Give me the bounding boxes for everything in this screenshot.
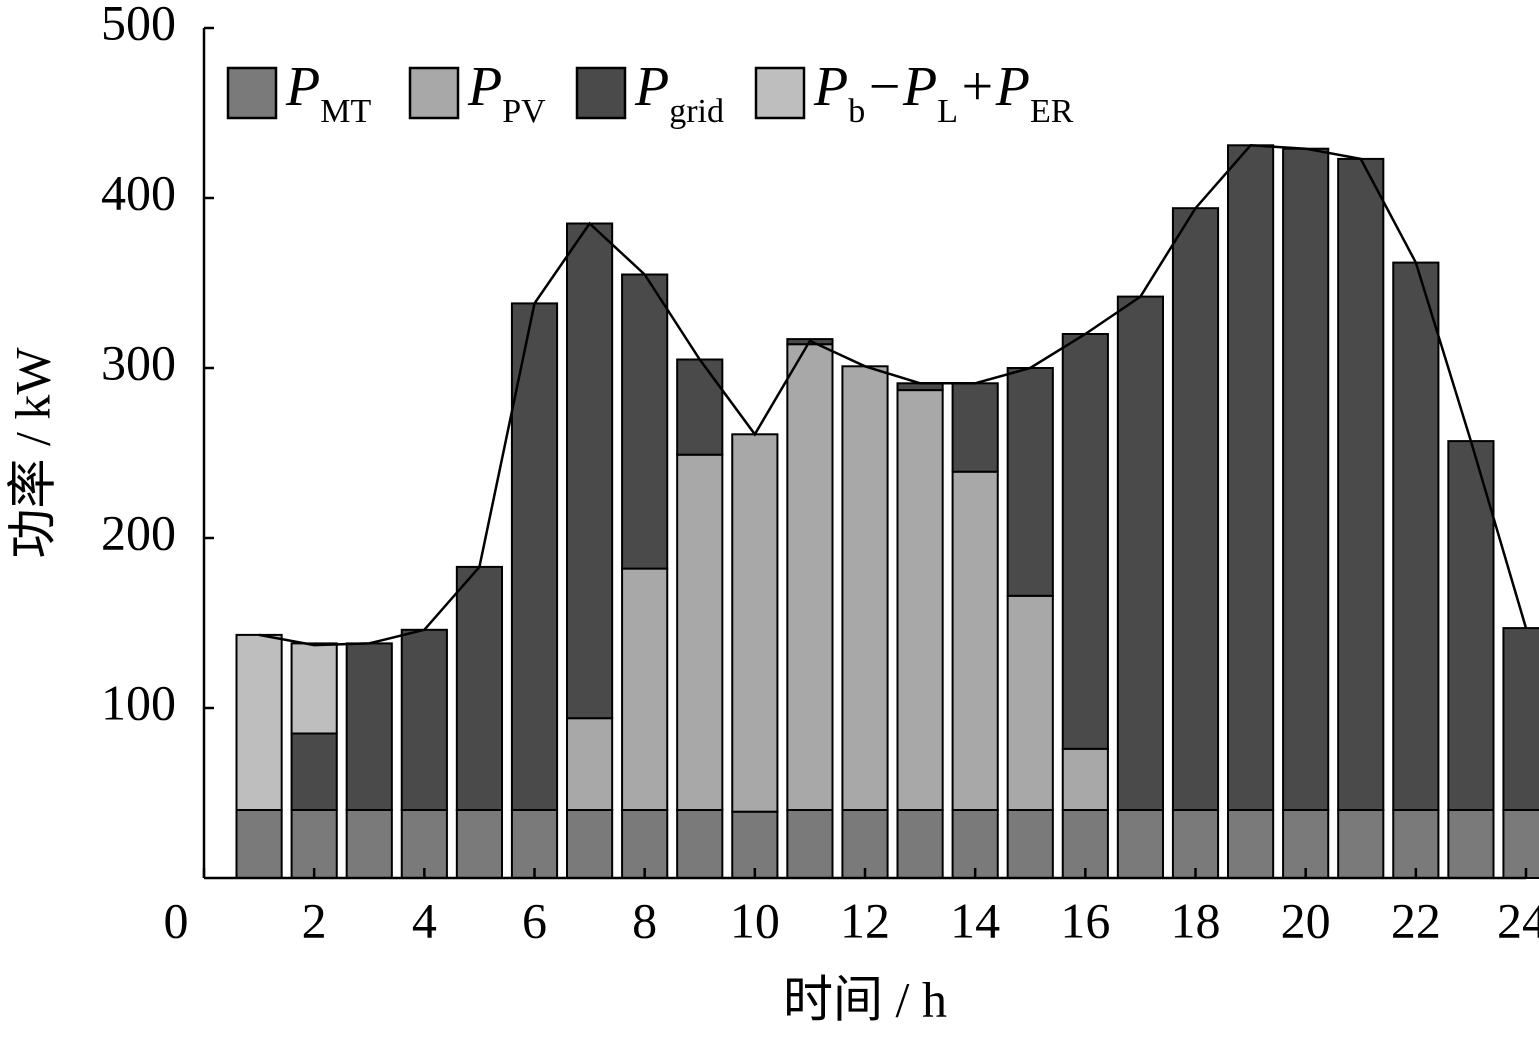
bar-segment: [290, 809, 338, 879]
y-tick-label: 300: [101, 334, 176, 390]
bar-segment: [1502, 627, 1539, 811]
legend-label-part: P: [467, 56, 502, 118]
bar-segment: [1061, 747, 1109, 811]
x-tick-label: 4: [412, 892, 437, 948]
legend-label: Pb−PL+PER: [813, 56, 1074, 130]
y-tick-label: 500: [101, 0, 176, 50]
bar-segment: [1061, 809, 1109, 879]
bar-segment: [1337, 157, 1385, 811]
bar-segment: [951, 809, 999, 879]
bar-segment: [1171, 809, 1220, 879]
legend-label-part: P: [634, 56, 669, 118]
legend-label-part: −P: [865, 56, 937, 118]
bar-segment: [400, 809, 448, 879]
bar-segment: [400, 628, 448, 811]
bar-segment: [235, 809, 283, 879]
bar-segment: [621, 273, 669, 570]
bar-segment: [1226, 144, 1275, 812]
bar-segment: [510, 809, 559, 879]
bar-segment: [841, 809, 889, 879]
legend-label-part: L: [937, 93, 958, 130]
bar-segment: [290, 732, 338, 811]
bar-segment: [235, 633, 283, 812]
bar-segment: [1006, 594, 1054, 811]
bar-segment: [676, 809, 724, 879]
legend-label: PMT: [285, 56, 371, 130]
bar-segment: [1392, 261, 1440, 812]
bar-segment: [1061, 333, 1109, 750]
bar-segment: [565, 809, 614, 879]
bar-segment: [1502, 809, 1539, 879]
y-tick-label: 400: [101, 164, 176, 220]
bar-segment: [786, 343, 834, 811]
bar-segment: [565, 717, 614, 812]
x-tick-label: 8: [632, 892, 657, 948]
bar-segment: [841, 365, 889, 811]
bar-segment: [896, 389, 944, 811]
y-axis-label: 功率 / kW: [4, 347, 60, 559]
bar-segment: [455, 809, 504, 879]
bar-segment: [621, 567, 669, 811]
bar-segment: [1282, 147, 1330, 811]
legend-swatch: [408, 66, 460, 120]
bar-segment: [565, 222, 614, 720]
x-tick-label: 22: [1391, 892, 1441, 948]
legend-label: PPV: [467, 56, 546, 130]
legend-swatch: [226, 66, 278, 120]
bar-segment: [951, 382, 999, 473]
bar-segment: [1337, 809, 1385, 879]
bar-segment: [345, 642, 393, 812]
x-tick-label: 10: [730, 892, 780, 948]
bar-segment: [676, 358, 724, 456]
load-line: [258, 144, 1528, 647]
x-tick-label: 18: [1171, 892, 1221, 948]
bar-segment: [786, 809, 834, 879]
legend-label: Pgrid: [634, 56, 724, 130]
y-tick-label: 100: [101, 674, 176, 730]
bar-segment: [1392, 809, 1440, 879]
x-tick-label: 6: [522, 892, 547, 948]
bar-segment: [1116, 809, 1165, 879]
legend-swatch: [754, 66, 806, 120]
bar-segment: [1171, 207, 1220, 811]
bar-segment: [1282, 809, 1330, 879]
legend-label-part: MT: [320, 93, 371, 130]
legend-label-part: grid: [669, 93, 724, 130]
x-axis-label: 时间 / h: [783, 971, 947, 1027]
bar-segment: [951, 470, 999, 811]
y-tick-label: 200: [101, 504, 176, 560]
x-tick-label: 12: [840, 892, 890, 948]
x-tick-label: 24: [1497, 892, 1539, 948]
bar-segment: [731, 433, 779, 813]
bar-segment: [1447, 440, 1495, 811]
bar-segment: [290, 642, 338, 735]
legend-label-part: PV: [502, 93, 546, 130]
bar-segment: [510, 302, 559, 811]
bar-segment: [1447, 809, 1495, 879]
legend-label-part: b: [848, 93, 865, 130]
bar-segment: [676, 453, 724, 811]
legend-label-part: +P: [958, 56, 1030, 118]
bar-segment: [455, 565, 504, 812]
bar-segment: [1226, 809, 1275, 879]
x-tick-label: 20: [1281, 892, 1331, 948]
legend-label-part: P: [813, 56, 848, 118]
legend-swatch: [575, 66, 627, 120]
bar-segment: [1006, 809, 1054, 879]
bar-segment: [896, 809, 944, 879]
x-tick-label: 2: [302, 892, 327, 948]
legend-label-part: ER: [1030, 93, 1074, 130]
x-tick-label: 16: [1060, 892, 1110, 948]
x-tick-label: 14: [950, 892, 1000, 948]
x-tick-label: 0: [164, 892, 189, 948]
bar-segment: [1006, 367, 1054, 597]
legend-label-part: P: [285, 56, 320, 118]
bar-segment: [345, 809, 393, 879]
bar-segment: [621, 809, 669, 879]
bar-segment: [1116, 295, 1165, 812]
